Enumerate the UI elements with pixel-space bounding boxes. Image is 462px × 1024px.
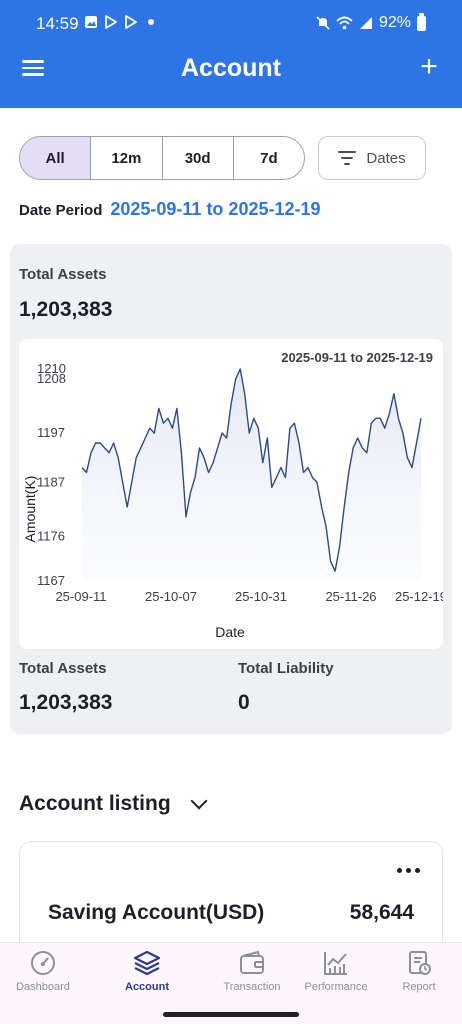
range-12m-button[interactable]: 12m <box>91 137 163 179</box>
page-title: Account <box>181 54 281 82</box>
play-store-icon-2 <box>125 15 137 29</box>
y-tick-label: 1167 <box>37 573 65 588</box>
nav-account-label: Account <box>125 981 169 993</box>
account-name: Saving Account(USD) <box>48 901 265 924</box>
x-tick-label: 25-12-19 <box>395 589 443 604</box>
gallery-icon <box>85 16 97 28</box>
date-period: Date Period 2025-09-11 to 2025-12-19 <box>19 199 321 220</box>
assets-chart: 1210 1208 1197 1187 1176 1167 25-09-11 25-10-07… <box>19 339 443 649</box>
total-assets-label: Total Assets <box>19 266 107 283</box>
dates-filter-label: Dates <box>366 149 406 167</box>
more-options-icon[interactable] <box>397 868 420 873</box>
nav-dashboard[interactable]: Dashboard <box>0 949 88 993</box>
app-bar: 14:59 92% Account + <box>0 0 462 108</box>
plus-icon[interactable]: + <box>420 50 438 83</box>
nav-performance-label: Performance <box>304 981 368 993</box>
filter-icon <box>338 151 357 165</box>
wifi-icon <box>336 16 353 30</box>
range-7d-button[interactable]: 7d <box>260 149 278 167</box>
chart-series-line <box>81 368 422 572</box>
chart-area-fill <box>82 369 421 581</box>
nav-report[interactable]: Report <box>374 949 462 993</box>
play-store-icon <box>105 15 117 29</box>
x-axis-label: Date <box>215 624 245 640</box>
status-time: 14:59 <box>36 14 79 33</box>
nav-report-label: Report <box>402 981 436 993</box>
signal-icon <box>359 17 372 29</box>
more-notifications-dot <box>148 19 154 25</box>
report-icon <box>409 951 431 975</box>
status-right: 92% <box>316 12 426 32</box>
nav-account[interactable]: Account <box>102 949 192 993</box>
date-period-label: Date Period <box>19 202 103 219</box>
y-axis-label: Amount(K) <box>22 476 38 543</box>
total-liability-label: Total Liability <box>238 660 334 677</box>
range-all-button[interactable]: All <box>20 137 92 179</box>
layers-icon <box>133 950 161 976</box>
total-assets-value: 1,203,383 <box>19 298 113 321</box>
x-tick-label: 25-11-26 <box>325 589 376 604</box>
hamburger-icon[interactable] <box>20 56 46 82</box>
y-tick-label: 1197 <box>37 425 65 440</box>
assets-summary-card: Total Assets 1,203,383 1210 1208 1197 1187 1… <box>10 244 452 734</box>
notification-icons <box>84 15 154 29</box>
y-tick-label: 1176 <box>37 529 65 544</box>
nav-transaction-label: Transaction <box>223 981 281 993</box>
y-tick-label: 1210 <box>37 361 66 376</box>
mute-icon <box>316 16 330 30</box>
x-tick-label: 25-10-07 <box>145 589 197 604</box>
x-tick-label: 25-09-11 <box>55 589 106 604</box>
wallet-icon <box>240 950 264 974</box>
chart-title: 2025-09-11 to 2025-12-19 <box>281 350 433 365</box>
total-assets-footer-label: Total Assets <box>19 660 107 677</box>
battery-percent: 92% <box>378 14 411 31</box>
range-segmented-control: All 12m 30d 7d <box>19 136 305 180</box>
y-tick-label: 1208 <box>37 371 66 386</box>
nav-transaction[interactable]: Transaction <box>207 949 297 993</box>
nav-dashboard-label: Dashboard <box>16 981 70 993</box>
battery-icon <box>417 12 426 31</box>
date-period-value: 2025-09-11 to 2025-12-19 <box>110 199 321 219</box>
status-bar: 14:59 92% <box>0 0 462 48</box>
account-listing-toggle[interactable]: Account listing <box>19 792 208 816</box>
range-30d-button[interactable]: 30d <box>163 137 234 179</box>
total-assets-footer-value: 1,203,383 <box>19 691 113 714</box>
chart-icon <box>324 952 347 975</box>
total-liability-value: 0 <box>238 691 250 714</box>
home-indicator <box>163 1012 299 1017</box>
x-tick-label: 25-10-31 <box>235 589 287 604</box>
nav-performance[interactable]: Performance <box>291 949 381 993</box>
y-tick-label: 1187 <box>37 474 65 489</box>
dates-filter-button[interactable]: Dates <box>318 136 426 180</box>
bottom-navigation: Dashboard Account Transaction Performanc… <box>0 942 462 1024</box>
dashboard-gauge-icon <box>31 951 55 975</box>
account-balance: 58,644 <box>349 901 414 924</box>
account-listing-title: Account listing <box>19 792 171 815</box>
chevron-down-icon <box>190 792 208 810</box>
